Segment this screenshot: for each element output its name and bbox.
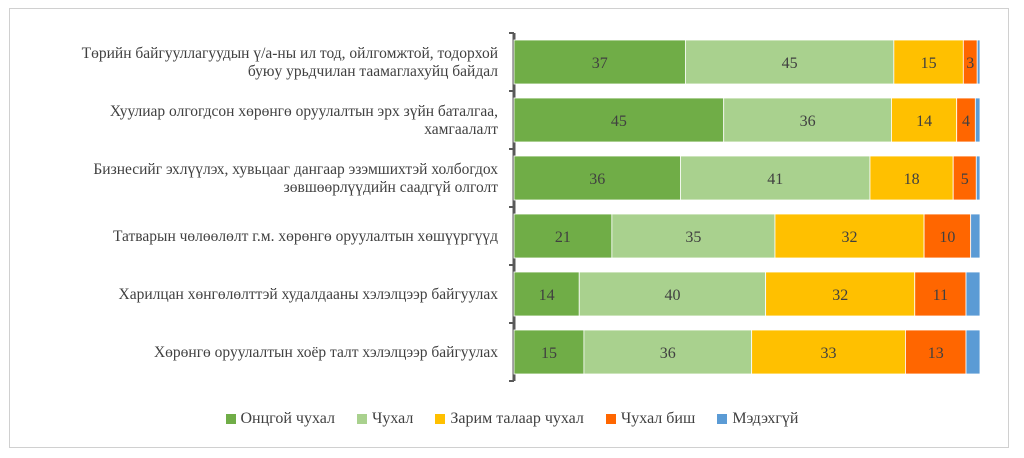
category-label: Татварын чөлөөлөлт г.м. хөрөнгө оруулалт… (113, 228, 498, 245)
bar-segment (970, 213, 981, 259)
data-label: 35 (685, 229, 701, 246)
data-label: 45 (782, 55, 798, 72)
data-label: 15 (921, 55, 937, 72)
legend-label: Чухал (371, 410, 414, 427)
data-label: 15 (541, 345, 557, 362)
data-label: 13 (928, 345, 944, 362)
legend-item: Чухал биш (605, 410, 696, 428)
bar-segment (965, 329, 981, 375)
category-label: Бизнесийг эхлүүлэх, хувьцааг дангаар эзэ… (93, 161, 498, 196)
legend: Онцгой чухал Чухал Зарим талаар чухал Чухал… (0, 410, 1024, 428)
bar-segment (513, 329, 585, 375)
category-label: Хуулиар олгогдсон хөрөнгө оруулалтын эрх… (110, 103, 498, 138)
bar-segment (751, 329, 906, 375)
legend-item: Чухал (356, 410, 414, 428)
data-label: 14 (916, 113, 932, 130)
bar-segment (513, 39, 686, 85)
legend-label: Чухал биш (620, 410, 696, 427)
legend-item: Мэдэхгүй (717, 410, 798, 428)
legend-label: Онцгой чухал (240, 410, 335, 427)
data-label: 37 (592, 55, 608, 72)
data-label: 36 (800, 113, 816, 130)
data-label: 10 (939, 229, 955, 246)
data-label: 18 (904, 171, 920, 188)
category-label: Хөрөнгө оруулалтын хоёр талт хэлэлцээр б… (154, 344, 498, 361)
bar-segment (578, 271, 767, 317)
bar-segment (891, 97, 958, 143)
bar-segment (975, 155, 981, 201)
bar-segment (765, 271, 916, 317)
data-label: 5 (961, 171, 969, 188)
bar-segment (976, 39, 981, 85)
bar-segment (513, 271, 580, 317)
bar-segment (684, 39, 895, 85)
bar-segment (513, 155, 681, 201)
data-label: 32 (832, 287, 848, 304)
data-label: 11 (933, 287, 948, 304)
bar-segment (774, 213, 925, 259)
data-label: 41 (767, 171, 783, 188)
data-label: 14 (539, 287, 555, 304)
legend-label: Зарим талаар чухал (450, 410, 584, 427)
legend-swatch (225, 414, 236, 424)
category-label: Төрийн байгууллагуудын ү/а-ны ил тод, ой… (82, 45, 499, 80)
data-label: 33 (821, 345, 837, 362)
bar-segment (905, 329, 967, 375)
data-label: 4 (962, 113, 970, 130)
legend-label: Мэдэхгүй (732, 410, 799, 427)
category-label: Харилцан хөнгөлөлттэй худалдааны хэлэлцэ… (119, 286, 499, 303)
data-label: 45 (611, 113, 627, 130)
bar-segment (965, 271, 981, 317)
data-label: 21 (555, 229, 571, 246)
bar-segment (513, 213, 613, 259)
bar-segment (869, 155, 954, 201)
legend-item: Зарим талаар чухал (435, 410, 584, 428)
bar-segment (583, 329, 753, 375)
data-label: 36 (589, 171, 605, 188)
data-label: 3 (966, 55, 974, 72)
data-label: 36 (660, 345, 676, 362)
bar-segment (680, 155, 871, 201)
legend-swatch (717, 414, 728, 424)
bar-segment (513, 97, 725, 143)
bar-segment (914, 271, 967, 317)
legend-item: Онцгой чухал (225, 410, 335, 428)
data-label: 40 (664, 287, 680, 304)
bar-segment (974, 97, 981, 143)
bar-segment (723, 97, 892, 143)
legend-swatch (605, 414, 616, 424)
legend-swatch (435, 414, 446, 424)
legend-swatch (356, 414, 367, 424)
data-label: 32 (842, 229, 858, 246)
